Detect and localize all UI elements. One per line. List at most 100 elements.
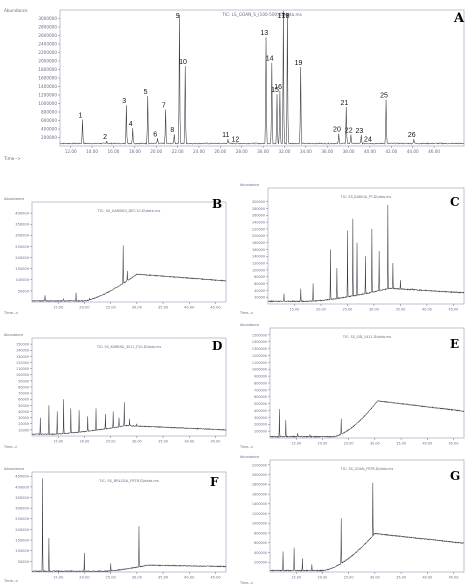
peak-label-18: 18 — [282, 13, 290, 20]
panel-a-xtick-label: 32.00 — [278, 149, 290, 154]
panel-a-xtick-label: 20.00 — [150, 149, 162, 154]
panel-c-ytick-label: 300000 — [252, 200, 265, 204]
panel-d-frame — [31, 337, 227, 437]
panel-e-letter: E — [450, 337, 459, 351]
panel-f-ylabel: Abundance — [4, 467, 25, 471]
panel-d-xtick-label: 15.00 — [53, 439, 63, 443]
panel-d-xtick-label: 45.00 — [211, 439, 221, 443]
panel-b-xtick-label: 35.00 — [158, 306, 169, 310]
panel-c-frame — [267, 187, 465, 305]
panel-g-xtick-label: 30.00 — [370, 575, 380, 579]
panel-a-xtick-label: 18.00 — [129, 149, 141, 154]
panel-a-ylabel: Abundance — [4, 8, 28, 13]
panel-e-ytick-label: 1300000 — [252, 347, 267, 351]
panel-f-xtick-label: 35.00 — [158, 576, 169, 580]
panel-f-xtick-label: 15.00 — [53, 576, 64, 580]
panel-g-trace — [269, 482, 465, 572]
panel-d-xtick-label: 25.00 — [106, 439, 116, 443]
panel-a-xtick-label: 36.00 — [321, 149, 333, 154]
panel-a-ytick-label: 3000000 — [38, 16, 57, 21]
panel-a-xtick-label: 34.00 — [300, 149, 312, 154]
panel-f-ytick-label: 50000 — [18, 560, 30, 564]
panel-e-ytick-label: 100000 — [254, 430, 267, 434]
peak-label-8: 8 — [170, 127, 174, 134]
panel-f-letter: F — [210, 475, 219, 489]
panel-e-ytick-label: 600000 — [254, 395, 267, 399]
peak-label-3: 3 — [122, 98, 126, 105]
panel-c-header: TIC: SS_KARIGA_PT.D\data.ms — [340, 195, 392, 199]
panel-b-ytick-label: 100000 — [15, 278, 29, 282]
panel-d-xtick-label: 30.00 — [132, 439, 142, 443]
panel-c-xtick-label: 40.00 — [422, 307, 432, 311]
peak-label-11: 11 — [222, 132, 229, 139]
panel-a-ytick-label: 2200000 — [38, 50, 57, 55]
panel-c-ytick-label: 80000 — [254, 275, 265, 279]
panel-e-xlabel: Time--> — [239, 445, 254, 449]
panel-e-xtick-label: 15.00 — [291, 441, 301, 445]
panel-g-ytick-label: 1000000 — [252, 522, 267, 526]
panel-f-trace — [31, 478, 227, 573]
panel-e-ytick-label: 1100000 — [252, 361, 267, 365]
panel-c-ytick-label: 260000 — [252, 214, 265, 218]
panel-b-ytick-label: 250000 — [15, 245, 29, 249]
panel-e-ytick-label: 500000 — [254, 402, 267, 406]
panel-c-xtick-label: 25.00 — [343, 307, 353, 311]
panel-g-ytick-label: 400000 — [254, 551, 267, 555]
panel-d-ytick-label: 150000 — [16, 343, 29, 347]
peak-label-7: 7 — [162, 102, 166, 109]
panel-e-xtick-label: 20.00 — [318, 441, 328, 445]
panel-d-ytick-label: 50000 — [18, 404, 29, 408]
panel-a-xtick-label: 14.00 — [86, 149, 98, 154]
panel-d-chromatogram: 10000 20000 30000 40000 50000 60000 70000 80000… — [3, 333, 227, 449]
panel-c-trace — [267, 205, 465, 303]
panel-c-letter: C — [450, 195, 460, 209]
panel-a-xtick-label: 12.00 — [65, 149, 77, 154]
panel-e-ylabel: Abundance — [240, 323, 259, 327]
panel-g-ytick-label: 2200000 — [252, 463, 267, 467]
panel-a-ytick-label: 400000 — [41, 126, 57, 131]
panel-b-xtick-label: 40.00 — [184, 306, 195, 310]
peak-label-16: 16 — [274, 84, 282, 91]
panel-b-xtick-label: 15.00 — [53, 306, 64, 310]
panel-a-ytick-label: 2600000 — [38, 33, 57, 38]
panel-d-letter: D — [212, 339, 222, 353]
panel-f-ytick-label: 400000 — [15, 485, 29, 489]
panel-b-xtick-label: 25.00 — [106, 306, 117, 310]
peak-label-15: 15 — [271, 87, 279, 94]
panel-f-xtick-label: 25.00 — [106, 576, 117, 580]
panel-g-ylabel: Abundance — [240, 455, 259, 459]
panel-a-xtick-label: 16.00 — [107, 149, 119, 154]
panel-g-xtick-label: 45.00 — [449, 575, 459, 579]
panel-a-ytick-label: 1800000 — [38, 67, 57, 72]
panel-c-chromatogram: 20000 40000 60000 80000 100000 120000 140000 16… — [239, 183, 465, 315]
panel-e-chromatogram: 100000 200000 300000 400000 500000 600000 7000… — [239, 323, 465, 449]
peak-label-1: 1 — [78, 113, 82, 120]
panel-e-ytick-label: 900000 — [254, 375, 267, 379]
panel-c-ytick-label: 200000 — [252, 234, 265, 238]
panel-e-ytick-label: 1500000 — [252, 333, 267, 337]
panel-a-xtick-label: 26.00 — [214, 149, 226, 154]
panel-d-xtick-label: 35.00 — [158, 439, 168, 443]
panel-a-ytick-label: 600000 — [41, 118, 57, 123]
peak-label-14: 14 — [266, 56, 274, 63]
peak-label-6: 6 — [153, 131, 157, 138]
panel-d-ytick-label: 10000 — [18, 428, 29, 432]
panel-c-xtick-label: 15.00 — [290, 307, 300, 311]
peak-label-23: 23 — [355, 128, 363, 135]
panel-b-ytick-label: 300000 — [15, 234, 29, 238]
panel-b-ytick-label: 400000 — [15, 212, 29, 216]
panel-e-ytick-label: 200000 — [254, 423, 267, 427]
panel-a-letter: A — [453, 11, 465, 26]
panel-e-ytick-label: 1400000 — [252, 340, 267, 344]
panel-e-xtick-label: 30.00 — [370, 441, 380, 445]
panel-c-ytick-label: 160000 — [252, 248, 265, 252]
panel-g-ytick-label: 800000 — [254, 531, 267, 535]
panel-f-ytick-label: 100000 — [15, 549, 29, 553]
panel-a-xtick-label: 40.00 — [364, 149, 376, 154]
panel-a-ytick-label: 2800000 — [38, 24, 57, 29]
panel-g-frame — [269, 459, 465, 573]
panel-f-ytick-label: 300000 — [15, 507, 29, 511]
panel-b-xlabel: Time--> — [3, 311, 18, 315]
panel-e-xtick-label: 40.00 — [422, 441, 432, 445]
